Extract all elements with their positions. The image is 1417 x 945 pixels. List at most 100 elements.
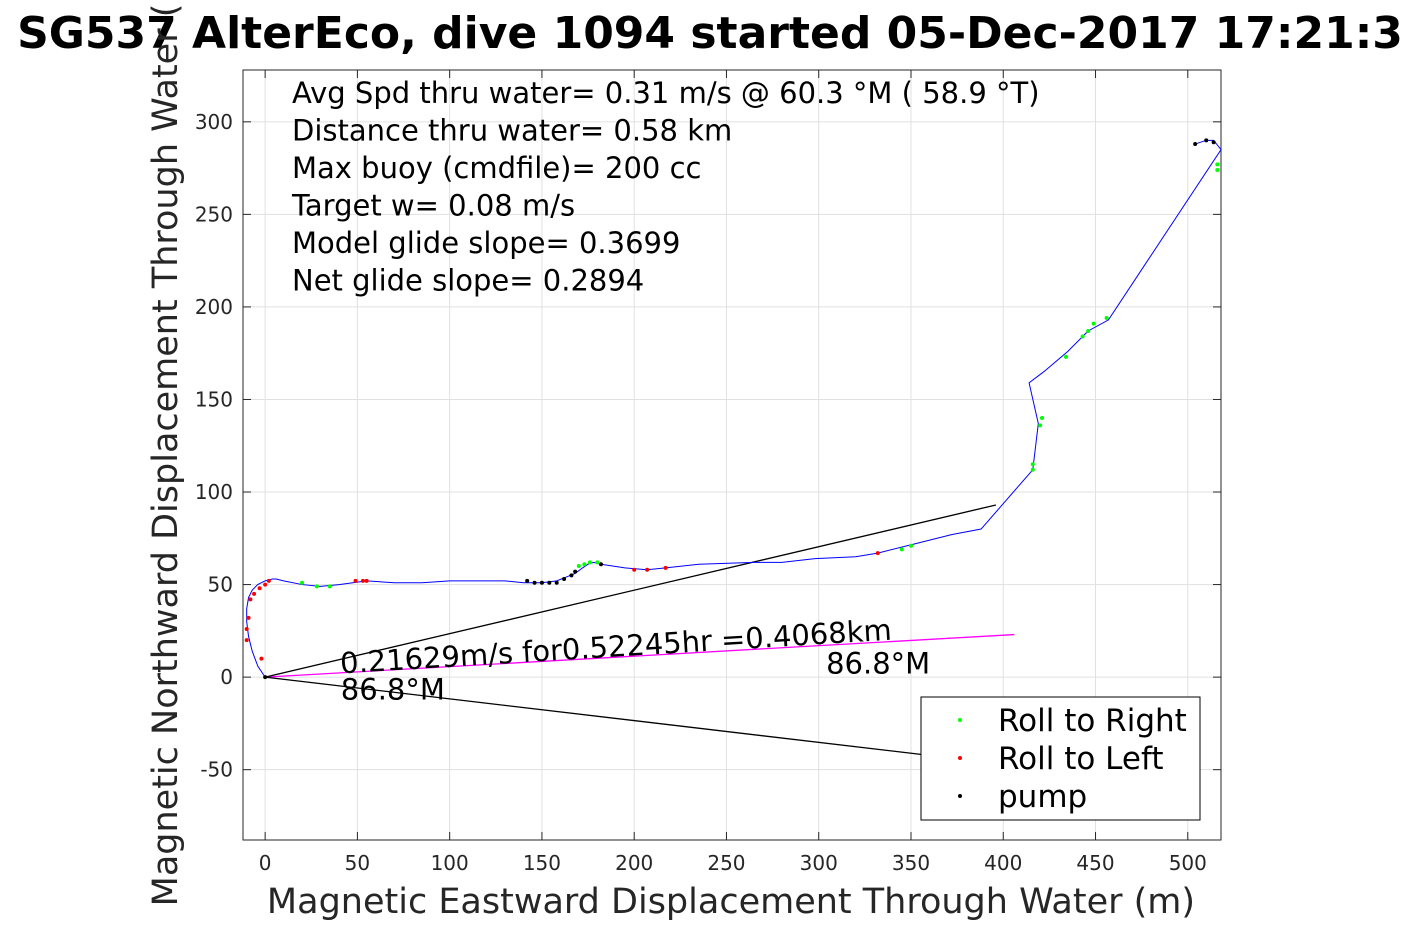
pump-point bbox=[525, 578, 530, 583]
x-tick-label: 500 bbox=[1169, 851, 1207, 875]
y-tick-label: 150 bbox=[195, 387, 233, 411]
roll-to-right-point bbox=[1040, 415, 1045, 420]
grid bbox=[243, 70, 1221, 840]
pump-point bbox=[598, 562, 603, 567]
y-tick-label: 100 bbox=[195, 480, 233, 504]
info-line: Target w= 0.08 m/s bbox=[291, 189, 575, 223]
roll-to-right-point bbox=[1080, 334, 1085, 339]
track-group bbox=[246, 139, 1222, 678]
roll-to-left-point bbox=[263, 582, 268, 587]
info-line: Avg Spd thru water= 0.31 m/s @ 60.3 °M (… bbox=[292, 76, 1040, 110]
info-line: Model glide slope= 0.3699 bbox=[292, 226, 680, 260]
roll-to-right-point bbox=[595, 560, 600, 565]
legend-marker-roll-to-left bbox=[958, 756, 962, 760]
roll-to-left-point bbox=[266, 578, 271, 583]
roll-to-right-point bbox=[576, 564, 581, 569]
roll-to-right-point bbox=[908, 543, 913, 548]
origin-heading-text: 86.8°M bbox=[341, 672, 445, 706]
roll-to-left-point bbox=[252, 591, 257, 596]
y-tick-label: 250 bbox=[195, 202, 233, 226]
upper-heading bbox=[264, 504, 997, 678]
pump-point bbox=[532, 580, 537, 585]
roll-to-left-point bbox=[875, 551, 880, 556]
roll-to-right-point bbox=[587, 560, 592, 565]
roll-to-left-point bbox=[259, 656, 264, 661]
y-tick-label: 50 bbox=[208, 573, 233, 597]
current-vector bbox=[265, 633, 1015, 678]
y-tick-label: -50 bbox=[200, 758, 233, 782]
roll-to-right-point bbox=[314, 584, 319, 589]
roll-to-right-point bbox=[300, 580, 305, 585]
x-tick-label: 100 bbox=[431, 851, 469, 875]
roll-to-left-point bbox=[645, 567, 650, 572]
roll-to-right-point bbox=[1086, 328, 1091, 333]
pump-point bbox=[562, 577, 567, 582]
x-tick-label: 450 bbox=[1076, 851, 1114, 875]
roll-to-left-point bbox=[632, 567, 637, 572]
roll-to-left-point bbox=[246, 615, 251, 620]
x-tick-label: 150 bbox=[523, 851, 561, 875]
pump-point bbox=[263, 675, 268, 680]
x-tick-label: 200 bbox=[615, 851, 653, 875]
roll-to-right-point bbox=[1030, 462, 1035, 467]
pump-point bbox=[1204, 138, 1209, 143]
roll-to-right-point bbox=[1063, 354, 1068, 359]
x-tick-label: 0 bbox=[259, 851, 272, 875]
roll-to-right-point bbox=[1038, 423, 1043, 428]
pump-point bbox=[1211, 140, 1216, 145]
legend-label-pump: pump bbox=[998, 779, 1087, 815]
legend-label-roll-to-left: Roll to Left bbox=[998, 741, 1164, 777]
x-tick-label: 300 bbox=[800, 851, 838, 875]
info-line: Distance thru water= 0.58 km bbox=[292, 114, 732, 148]
current-speed-text: 0.21629m/s for0.52245hr =0.4068km bbox=[339, 613, 892, 681]
pump-point bbox=[547, 580, 552, 585]
pump-point bbox=[573, 569, 578, 574]
chart-title: SG537 AlterEco, dive 1094 started 05-Dec… bbox=[17, 8, 1403, 59]
lower-heading bbox=[265, 676, 1004, 765]
legend-label-roll-to-right: Roll to Right bbox=[998, 703, 1187, 739]
roll-to-left-point bbox=[257, 586, 262, 591]
pump-point bbox=[539, 580, 544, 585]
y-axis-label: Magnetic Northward Displacement Through … bbox=[146, 4, 186, 907]
pump-point bbox=[569, 573, 574, 578]
roll-to-left-point bbox=[663, 565, 668, 570]
roll-to-right-point bbox=[1215, 162, 1220, 167]
roll-to-left-point bbox=[364, 578, 369, 583]
y-tick-label: 200 bbox=[195, 295, 233, 319]
current-heading-text: 86.8°M bbox=[826, 646, 930, 680]
y-tick-label: 0 bbox=[220, 665, 233, 689]
roll-to-left-point bbox=[360, 578, 365, 583]
roll-to-right-point bbox=[1215, 167, 1220, 172]
x-tick-label: 350 bbox=[892, 851, 930, 875]
y-tick-label: 300 bbox=[195, 110, 233, 134]
x-tick-label: 250 bbox=[707, 851, 745, 875]
roll-to-left-point bbox=[244, 638, 249, 643]
legend-box bbox=[920, 696, 1201, 821]
pump-point bbox=[1193, 142, 1198, 147]
legend-marker-pump bbox=[958, 794, 962, 798]
roll-to-right-point bbox=[899, 547, 904, 552]
roll-to-left-point bbox=[244, 626, 249, 631]
info-line: Net glide slope= 0.2894 bbox=[292, 264, 644, 298]
x-tick-label: 400 bbox=[984, 851, 1022, 875]
roll-to-right-point bbox=[1091, 321, 1096, 326]
roll-to-right-point bbox=[1104, 316, 1109, 321]
roll-to-left-point bbox=[353, 578, 358, 583]
track-line bbox=[246, 139, 1222, 678]
axis-ticks: 0 50 100 150 200 250 300 350 400 450 500 -50 0 50 100 1… bbox=[195, 70, 1221, 875]
info-line: Max buoy (cmdfile)= 200 cc bbox=[292, 151, 701, 185]
roll-to-right-point bbox=[327, 584, 332, 589]
legend-marker-roll-to-right bbox=[958, 718, 962, 722]
roll-to-left-point bbox=[248, 597, 253, 602]
pump-point bbox=[554, 580, 559, 585]
plot-area bbox=[242, 69, 1222, 841]
x-tick-label: 50 bbox=[345, 851, 370, 875]
roll-to-right-point bbox=[1030, 467, 1035, 472]
markers bbox=[244, 138, 1220, 680]
info-block: Avg Spd thru water= 0.31 m/s @ 60.3 °M (… bbox=[291, 76, 1040, 298]
roll-to-right-point bbox=[582, 562, 587, 567]
x-axis-label: Magnetic Eastward Displacement Through W… bbox=[267, 882, 1195, 922]
